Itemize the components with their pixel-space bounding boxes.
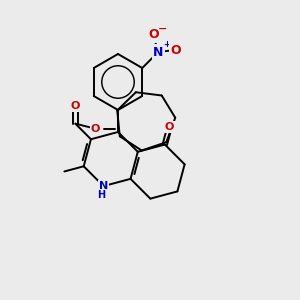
Text: O: O (165, 122, 174, 132)
Text: H: H (98, 190, 106, 200)
Text: N: N (99, 181, 108, 191)
Text: O: O (71, 101, 80, 111)
Text: −: − (158, 24, 168, 34)
Text: N: N (153, 46, 164, 59)
Text: +: + (163, 40, 170, 49)
Text: O: O (170, 44, 181, 56)
Text: O: O (148, 28, 159, 41)
Text: O: O (91, 124, 100, 134)
